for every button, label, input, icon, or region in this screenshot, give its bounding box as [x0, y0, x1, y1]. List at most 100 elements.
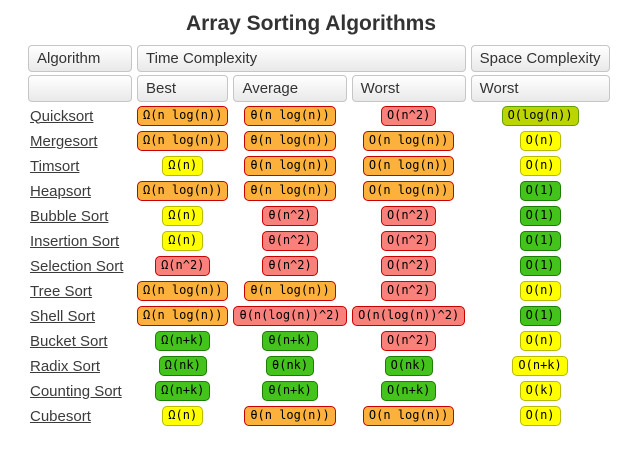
space-cell: O(1) — [471, 180, 610, 202]
algorithm-link[interactable]: Cubesort — [30, 407, 91, 425]
best-cell: Ω(n log(n)) — [137, 180, 229, 202]
worst-cell: O(n^2) — [352, 330, 466, 352]
algorithm-link[interactable]: Radix Sort — [30, 357, 101, 375]
complexity-badge-orange: Ω(n log(n)) — [137, 306, 229, 326]
complexity-badge-yellow: Ω(n) — [162, 206, 204, 226]
average-cell: θ(n log(n)) — [233, 130, 346, 152]
algorithm-cell: Cubesort — [28, 405, 132, 427]
complexity-badge-green: Ω(n+k) — [155, 331, 211, 351]
table-header: Algorithm Time Complexity Space Complexi… — [28, 45, 610, 102]
average-cell: θ(n^2) — [233, 255, 346, 277]
algorithm-link[interactable]: Heapsort — [30, 182, 91, 200]
complexity-badge-orange: θ(n log(n)) — [244, 406, 336, 426]
table-row: Quicksort Ω(n log(n)) θ(n log(n)) O(n^2) O(l… — [28, 105, 610, 127]
algorithm-cell: Timsort — [28, 155, 132, 177]
complexity-badge-green: θ(n+k) — [262, 331, 318, 351]
worst-cell: O(n^2) — [352, 105, 466, 127]
complexity-badge-green: Ω(nk) — [158, 356, 207, 376]
algorithm-cell: Insertion Sort — [28, 230, 132, 252]
complexity-badge-orange: θ(n log(n)) — [244, 181, 336, 201]
complexity-badge-orange: Ω(n log(n)) — [137, 106, 229, 126]
header-row-cases: Best Average Worst Worst — [28, 75, 610, 102]
space-cell: O(n) — [471, 330, 610, 352]
worst-cell: O(n^2) — [352, 280, 466, 302]
best-cell: Ω(n) — [137, 405, 228, 427]
header-empty — [28, 75, 132, 102]
complexity-badge-orange: θ(n log(n)) — [244, 106, 336, 126]
complexity-badge-red: O(n(log(n))^2) — [352, 306, 466, 326]
complexity-badge-yellow: O(k) — [519, 381, 561, 401]
average-cell: θ(n log(n)) — [233, 280, 346, 302]
complexity-badge-red: θ(n^2) — [262, 231, 318, 251]
complexity-badge-orange: O(n log(n)) — [362, 181, 455, 201]
worst-cell: O(n^2) — [352, 255, 466, 277]
average-cell: θ(n log(n)) — [233, 155, 346, 177]
complexity-badge-chartreuse: O(log(n)) — [501, 106, 579, 126]
header-algorithm: Algorithm — [28, 45, 132, 72]
complexity-badge-orange: O(n log(n)) — [362, 131, 455, 151]
complexity-badge-green: O(n+k) — [380, 381, 437, 401]
average-cell: θ(n^2) — [233, 205, 346, 227]
complexity-badge-orange: O(n log(n)) — [362, 156, 455, 176]
complexity-badge-green: O(1) — [519, 256, 561, 276]
complexity-badge-yellow: Ω(n) — [162, 156, 204, 176]
complexity-badge-orange: Ω(n log(n)) — [137, 181, 229, 201]
page-title: Array Sorting Algorithms — [185, 12, 437, 35]
algorithm-cell: Radix Sort — [28, 355, 132, 377]
algorithm-link[interactable]: Quicksort — [30, 107, 94, 125]
complexity-badge-red: θ(n(log(n))^2) — [233, 306, 347, 326]
best-cell: Ω(n^2) — [137, 255, 228, 277]
algorithm-link[interactable]: Counting Sort — [30, 382, 122, 400]
average-cell: θ(n log(n)) — [233, 180, 346, 202]
complexity-badge-red: O(n^2) — [380, 231, 437, 251]
complexity-badge-red: O(n^2) — [380, 256, 437, 276]
algorithm-cell: Counting Sort — [28, 380, 132, 402]
complexity-badge-yellow: O(n) — [519, 156, 561, 176]
algorithm-cell: Shell Sort — [28, 305, 132, 327]
algorithm-link[interactable]: Selection Sort — [30, 257, 124, 275]
space-cell: O(n+k) — [471, 355, 610, 377]
algorithm-cell: Selection Sort — [28, 255, 132, 277]
average-cell: θ(n log(n)) — [233, 105, 346, 127]
header-time-complexity: Time Complexity — [137, 45, 466, 72]
space-cell: O(1) — [471, 230, 610, 252]
complexity-badge-green: O(1) — [519, 206, 561, 226]
space-cell: O(log(n)) — [471, 105, 610, 127]
header-average: Average — [233, 75, 347, 102]
algorithm-link[interactable]: Timsort — [30, 157, 80, 175]
algorithm-cell: Mergesort — [28, 130, 132, 152]
algorithm-link[interactable]: Insertion Sort — [30, 232, 120, 250]
worst-cell: O(n^2) — [352, 205, 466, 227]
table-row: Insertion Sort Ω(n) θ(n^2) O(n^2) O(1) — [28, 230, 610, 252]
table-row: Timsort Ω(n) θ(n log(n)) O(n log(n)) O(n) — [28, 155, 610, 177]
complexity-badge-yellow: O(n) — [519, 281, 561, 301]
algorithm-cell: Heapsort — [28, 180, 132, 202]
space-cell: O(n) — [471, 130, 610, 152]
worst-cell: O(n^2) — [352, 230, 466, 252]
algorithm-link[interactable]: Shell Sort — [30, 307, 96, 325]
algorithm-link[interactable]: Bucket Sort — [30, 332, 108, 350]
best-cell: Ω(n log(n)) — [137, 130, 229, 152]
average-cell: θ(nk) — [233, 355, 346, 377]
average-cell: θ(n+k) — [233, 380, 346, 402]
complexity-badge-orange: θ(n log(n)) — [244, 281, 336, 301]
algorithm-link[interactable]: Mergesort — [30, 132, 98, 150]
table-row: Selection Sort Ω(n^2) θ(n^2) O(n^2) O(1) — [28, 255, 610, 277]
worst-cell: O(nk) — [352, 355, 466, 377]
table-row: Cubesort Ω(n) θ(n log(n)) O(n log(n)) O(n) — [28, 405, 610, 427]
best-cell: Ω(n log(n)) — [137, 105, 229, 127]
complexity-badge-red: O(n^2) — [380, 331, 437, 351]
complexity-badge-orange: O(n log(n)) — [362, 406, 455, 426]
complexity-badge-orange: Ω(n log(n)) — [137, 281, 229, 301]
best-cell: Ω(n+k) — [137, 380, 228, 402]
worst-cell: O(n(log(n))^2) — [352, 305, 466, 327]
worst-cell: O(n log(n)) — [352, 155, 466, 177]
best-cell: Ω(n) — [137, 205, 228, 227]
algorithm-link[interactable]: Bubble Sort — [30, 207, 109, 225]
header-worst: Worst — [351, 75, 466, 102]
complexity-badge-orange: θ(n log(n)) — [244, 156, 336, 176]
table-row: Bucket Sort Ω(n+k) θ(n+k) O(n^2) O(n) — [28, 330, 610, 352]
average-cell: θ(n+k) — [233, 330, 346, 352]
algorithm-link[interactable]: Tree Sort — [30, 282, 92, 300]
complexity-badge-orange: Ω(n log(n)) — [137, 131, 229, 151]
